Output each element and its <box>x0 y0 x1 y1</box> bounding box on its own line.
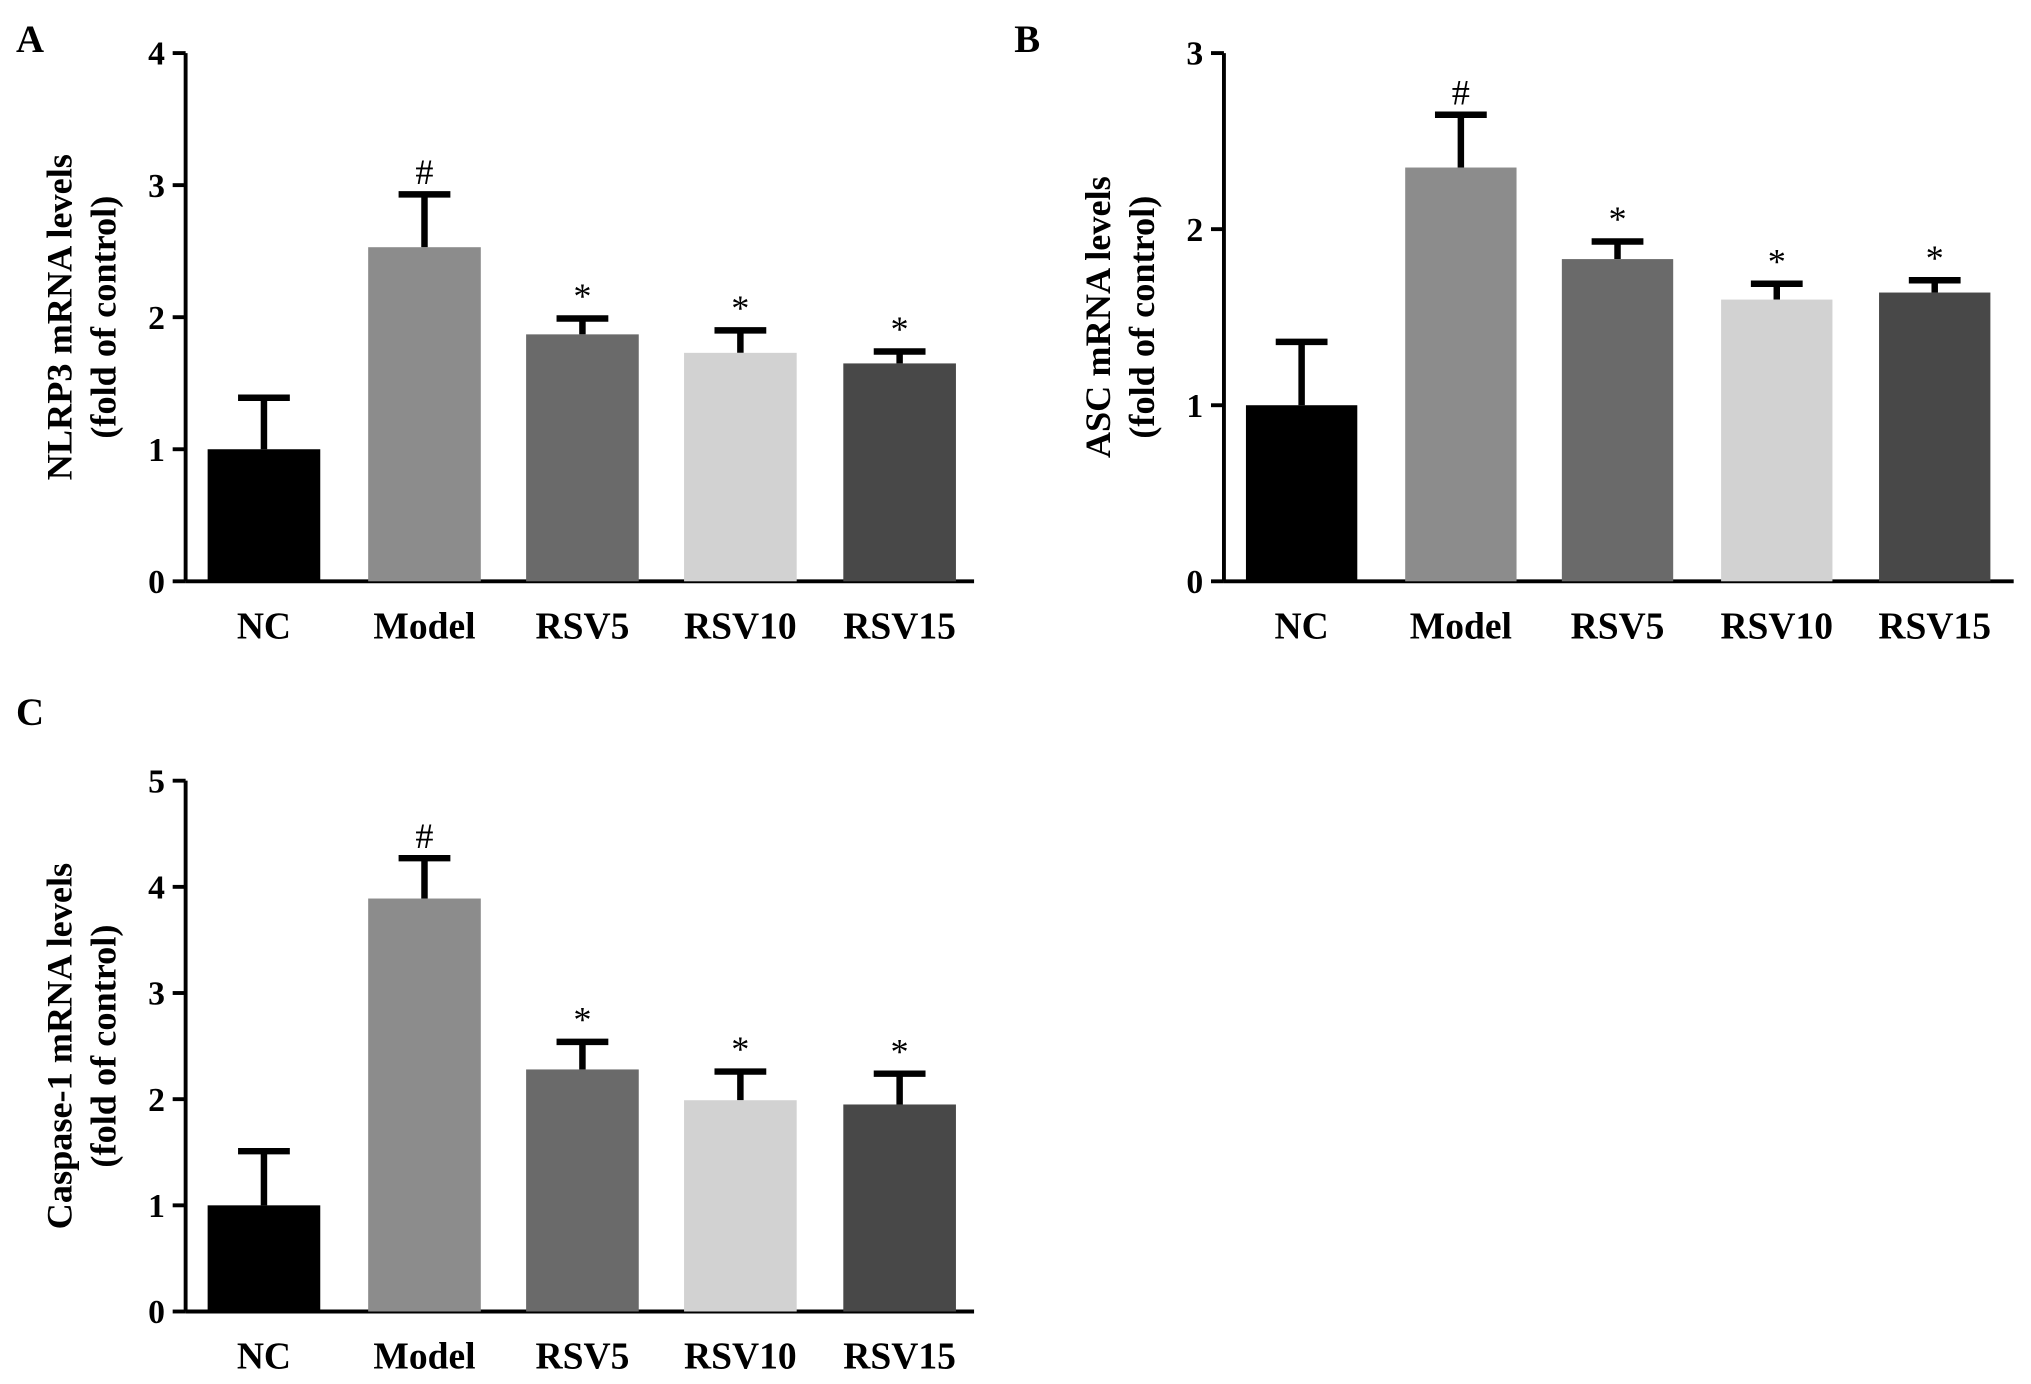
significance-mark: * <box>1768 241 1786 281</box>
bar-rsv5 <box>526 334 639 582</box>
x-tick-label: RSV15 <box>1878 606 1991 647</box>
y-tick-label: 1 <box>148 1188 165 1225</box>
bar-rsv5 <box>1561 259 1674 582</box>
x-tick-label: RSV5 <box>536 606 630 647</box>
y-tick-label: 2 <box>148 300 165 337</box>
y-axis-label: NLRP3 mRNA levels <box>40 154 80 480</box>
bar-rsv5 <box>526 1069 639 1312</box>
panel-label: A <box>16 18 44 61</box>
bar-nc <box>1245 405 1358 582</box>
y-axis-label: Caspase-1 mRNA levels <box>40 863 80 1230</box>
x-tick-label: RSV10 <box>684 1336 797 1377</box>
bar-rsv10 <box>1721 299 1833 582</box>
significance-mark: * <box>1926 238 1944 278</box>
panel-label: C <box>16 691 44 734</box>
x-tick-label: NC <box>1275 606 1329 647</box>
significance-mark: * <box>891 309 909 349</box>
bar-rsv15 <box>843 1104 956 1312</box>
x-tick-label: RSV15 <box>843 606 956 647</box>
y-axis-label: ASC mRNA levels <box>1078 176 1118 458</box>
y-tick-label: 2 <box>148 1082 165 1119</box>
bar-nc <box>207 449 321 582</box>
x-tick-label: RSV10 <box>684 606 797 647</box>
significance-mark: * <box>731 288 749 328</box>
y-tick-label: 2 <box>1186 212 1203 249</box>
y-axis-label: (fold of control) <box>84 925 124 1168</box>
significance-mark: # <box>415 816 433 856</box>
significance-mark: # <box>415 152 433 192</box>
y-tick-label: 0 <box>148 564 165 601</box>
y-tick-label: 5 <box>148 763 165 800</box>
bar-rsv10 <box>684 1100 797 1312</box>
significance-mark: # <box>1452 72 1470 112</box>
bar-rsv15 <box>1879 292 1991 582</box>
x-tick-label: RSV10 <box>1720 606 1833 647</box>
bar-model <box>1405 167 1517 582</box>
significance-mark: * <box>891 1031 909 1071</box>
y-tick-label: 1 <box>148 432 165 469</box>
panel-label: B <box>1014 18 1040 61</box>
x-tick-label: Model <box>373 606 475 647</box>
y-tick-label: 3 <box>148 976 165 1013</box>
y-axis-label: (fold of control) <box>1122 196 1162 439</box>
bar-model <box>368 898 481 1312</box>
y-axis-label: (fold of control) <box>84 196 124 439</box>
x-tick-label: RSV5 <box>536 1336 630 1377</box>
x-tick-label: RSV5 <box>1571 606 1665 647</box>
y-tick-label: 3 <box>1186 36 1203 73</box>
x-tick-label: RSV15 <box>843 1336 956 1377</box>
x-tick-label: Model <box>373 1336 475 1377</box>
y-tick-label: 0 <box>148 1294 165 1331</box>
bar-nc <box>207 1205 321 1312</box>
x-tick-label: Model <box>1410 606 1512 647</box>
y-tick-label: 4 <box>148 36 165 73</box>
bar-rsv10 <box>684 352 797 582</box>
y-tick-label: 4 <box>148 869 165 906</box>
significance-mark: * <box>573 999 591 1039</box>
significance-mark: * <box>1608 199 1626 239</box>
significance-mark: * <box>731 1029 749 1069</box>
bar-rsv15 <box>843 363 956 582</box>
y-tick-label: 1 <box>1186 388 1203 425</box>
x-tick-label: NC <box>237 606 291 647</box>
y-tick-label: 0 <box>1186 564 1203 601</box>
y-tick-label: 3 <box>148 168 165 205</box>
bar-model <box>368 247 481 582</box>
significance-mark: * <box>573 276 591 316</box>
x-tick-label: NC <box>237 1336 291 1377</box>
